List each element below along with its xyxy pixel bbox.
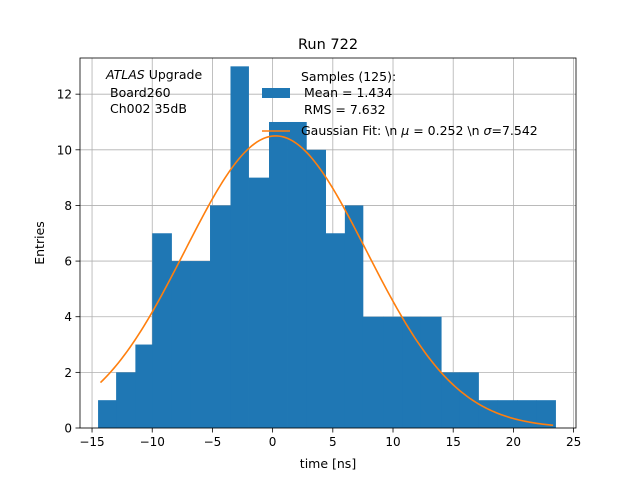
x-tick-label: 5 — [329, 435, 337, 449]
annotation-upgrade: Upgrade — [145, 67, 203, 82]
histogram-bars — [98, 66, 556, 429]
x-axis-label: time [ns] — [300, 456, 356, 471]
legend-samples-line-2: Mean = 1.434 — [304, 85, 392, 100]
histogram-bar — [116, 372, 136, 428]
histogram-bar — [248, 177, 270, 428]
histogram-bar — [497, 400, 518, 428]
histogram-bar — [190, 261, 211, 428]
annotation-line-1: ATLAS Upgrade — [105, 67, 202, 82]
histogram-bar — [362, 316, 384, 428]
legend-fit-mu-symbol: μ — [400, 123, 409, 138]
plot-frame — [79, 57, 577, 429]
gaussian-fit-curve — [99, 135, 554, 427]
histogram-bar — [210, 205, 231, 428]
x-tick-label: −15 — [79, 435, 104, 449]
histogram-bar — [478, 400, 499, 428]
legend-fit-label: Gaussian Fit: \n μ = 0.252 \n σ=7.542 — [301, 123, 538, 138]
y-tick-label: 4 — [64, 310, 72, 324]
x-tick-label: 10 — [385, 435, 400, 449]
legend-samples-line-3: RMS = 7.632 — [304, 102, 386, 117]
annotation-atlas: ATLAS — [105, 67, 145, 82]
y-tick-label: 8 — [64, 199, 72, 213]
histogram-bar — [459, 372, 479, 428]
x-tick-label: 15 — [446, 435, 461, 449]
histogram-bar — [325, 233, 346, 428]
legend: Samples (125): Mean = 1.434 RMS = 7.632 … — [262, 69, 538, 138]
histogram-bar — [517, 400, 537, 428]
x-tick-label: 0 — [269, 435, 277, 449]
y-axis-label: Entries — [32, 221, 47, 265]
x-tick-label: 25 — [566, 435, 581, 449]
histogram-bar — [306, 149, 326, 428]
histogram-bar — [441, 372, 460, 428]
legend-samples-line-1: Samples (125): — [301, 69, 396, 84]
histogram-bar — [230, 66, 249, 429]
y-tick-label: 10 — [57, 143, 72, 157]
legend-fit-prefix: Gaussian Fit: \n — [301, 123, 401, 138]
histogram-bar — [98, 400, 117, 428]
gaussian-fit — [99, 135, 554, 427]
x-tick-label: 20 — [506, 435, 521, 449]
legend-fit-mid: = 0.252 \n — [409, 123, 483, 138]
histogram-bar — [420, 316, 442, 428]
legend-fit-sigma-symbol: σ — [484, 123, 493, 138]
x-tick-label: −10 — [140, 435, 165, 449]
annotation-line-3: Ch002 35dB — [110, 101, 187, 116]
histogram-bar — [287, 121, 307, 429]
x-axis-ticks: −15 −10 −5 0 5 10 15 20 25 — [79, 428, 581, 449]
histogram-bar — [152, 233, 172, 428]
histogram-bar — [383, 316, 404, 428]
y-axis-ticks: 0 2 4 6 8 10 12 — [57, 88, 80, 436]
histogram-bar — [344, 205, 364, 428]
y-tick-label: 6 — [64, 255, 72, 269]
y-tick-label: 12 — [57, 88, 72, 102]
legend-samples-swatch — [262, 88, 290, 98]
histogram-bar — [269, 121, 288, 429]
legend-fit-suffix: =7.542 — [491, 123, 537, 138]
histogram-bar — [536, 400, 556, 428]
histogram-bar — [171, 261, 192, 428]
y-tick-label: 2 — [64, 366, 72, 380]
y-tick-label: 0 — [64, 422, 72, 436]
annotation-line-2: Board260 — [110, 85, 171, 100]
histogram-bar — [135, 344, 153, 428]
histogram-bar — [402, 316, 422, 428]
atlas-annotation: ATLAS Upgrade Board260 Ch002 35dB — [105, 67, 202, 116]
x-tick-label: −5 — [204, 435, 222, 449]
chart-title: Run 722 — [298, 37, 358, 53]
